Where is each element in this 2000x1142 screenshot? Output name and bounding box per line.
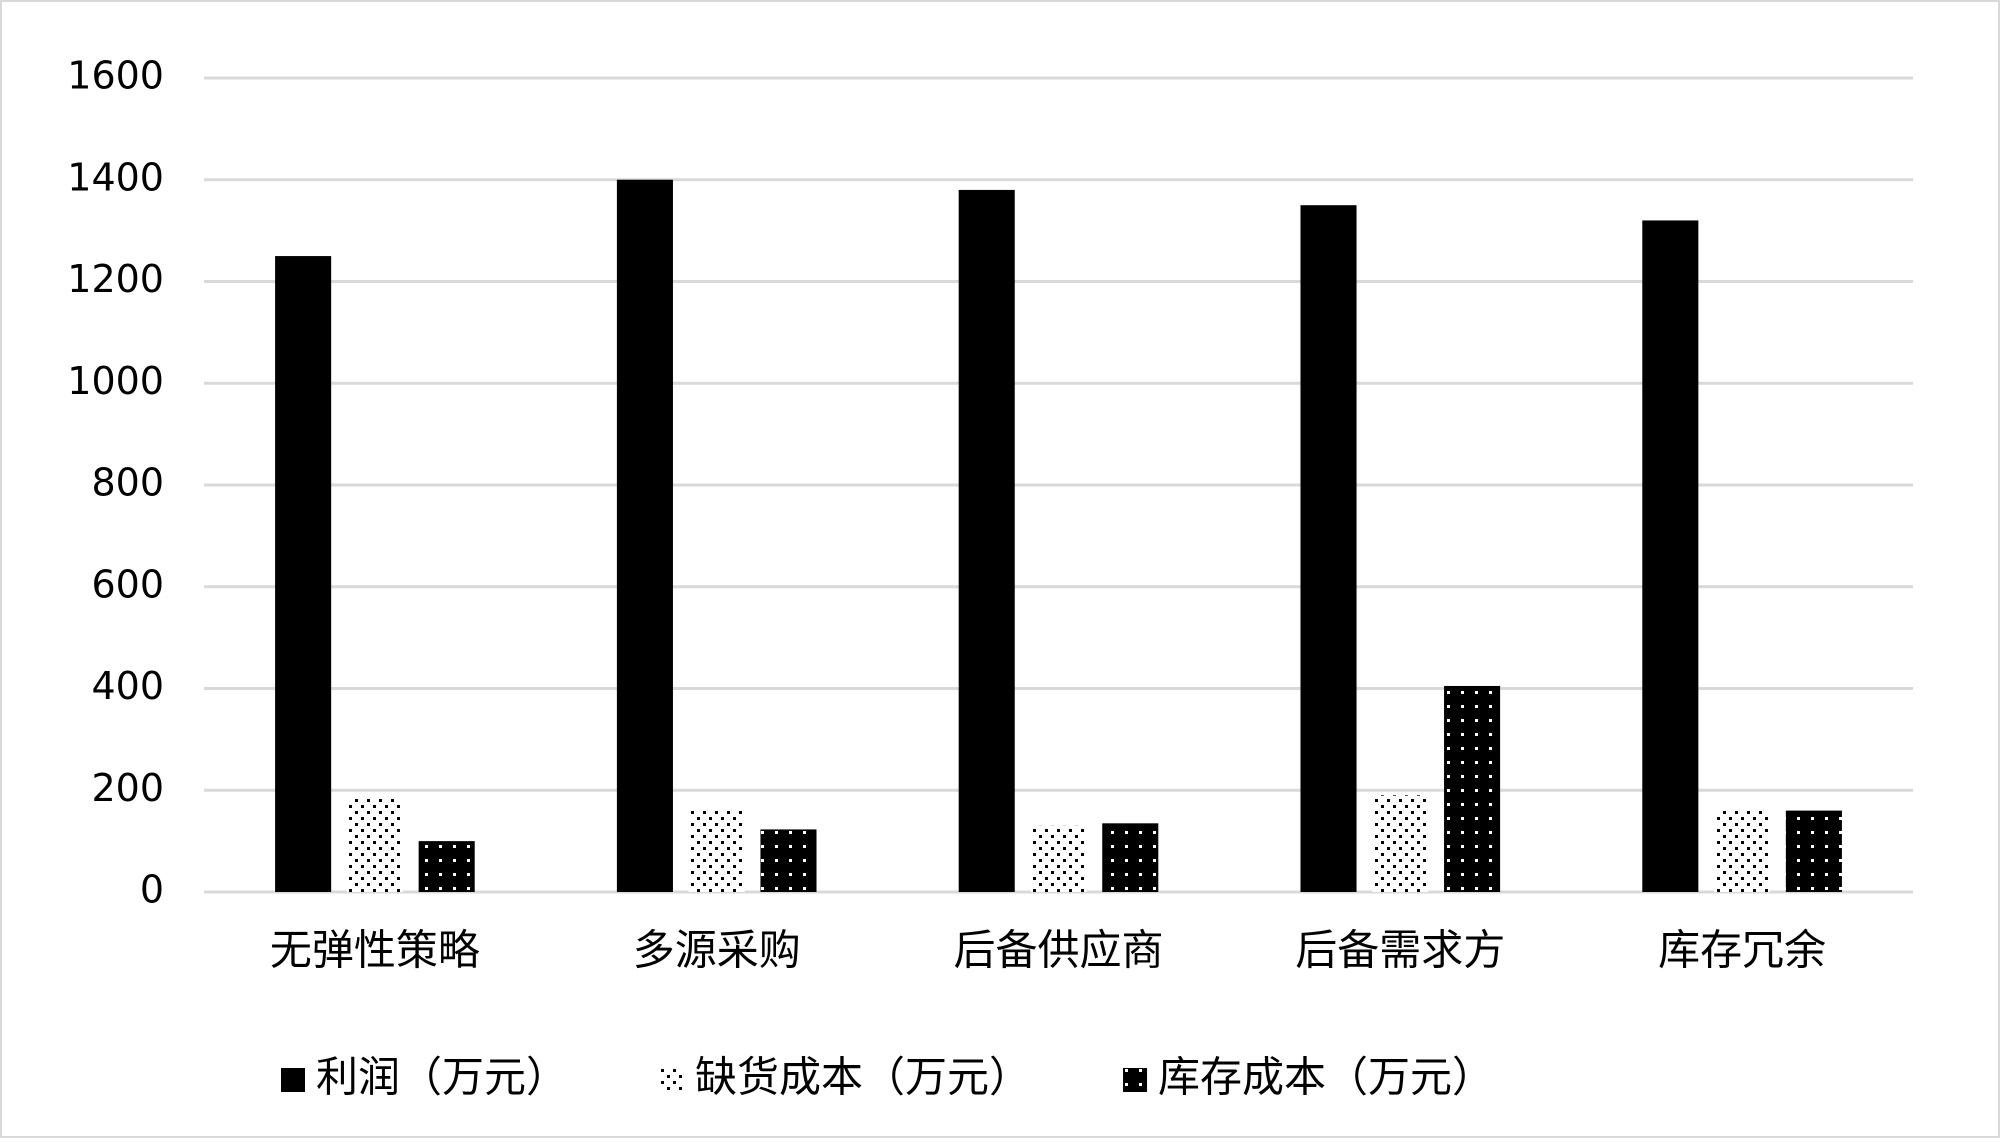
y-tick-label: 600 <box>91 562 164 606</box>
legend-label: 库存成本（万元） <box>1158 1053 1494 1102</box>
bar <box>1102 823 1159 892</box>
legend-swatch <box>281 1068 305 1092</box>
bar <box>346 797 403 892</box>
y-tick-label: 800 <box>91 461 164 505</box>
bar <box>760 829 817 892</box>
bar <box>958 189 1015 893</box>
y-tick-label: 1400 <box>67 155 164 199</box>
x-tick-label: 库存冗余 <box>1658 926 1826 975</box>
bar <box>275 256 332 892</box>
y-tick-label: 1000 <box>67 359 164 403</box>
legend-swatch <box>1123 1068 1148 1092</box>
y-tick-label: 1600 <box>67 54 164 98</box>
y-tick-label: 400 <box>91 664 164 708</box>
bar <box>1372 795 1429 892</box>
legend-label: 缺货成本（万元） <box>695 1053 1031 1102</box>
bar <box>1642 220 1699 892</box>
bar <box>1300 205 1357 892</box>
y-tick-label: 200 <box>91 766 164 810</box>
bar <box>1714 810 1771 892</box>
bar <box>688 810 745 892</box>
bar <box>616 179 673 892</box>
bar <box>1030 825 1087 892</box>
legend-swatch <box>660 1068 685 1092</box>
y-tick-label: 1200 <box>67 257 164 301</box>
legend-label: 利润（万元） <box>316 1053 568 1102</box>
x-tick-label: 后备供应商 <box>953 926 1163 975</box>
bar <box>418 841 475 892</box>
y-tick-label: 0 <box>140 868 164 912</box>
bar <box>1785 810 1842 892</box>
x-tick-label: 后备需求方 <box>1295 926 1505 975</box>
x-tick-label: 多源采购 <box>633 926 801 975</box>
bar <box>1444 685 1501 892</box>
x-tick-label: 无弹性策略 <box>270 926 480 975</box>
